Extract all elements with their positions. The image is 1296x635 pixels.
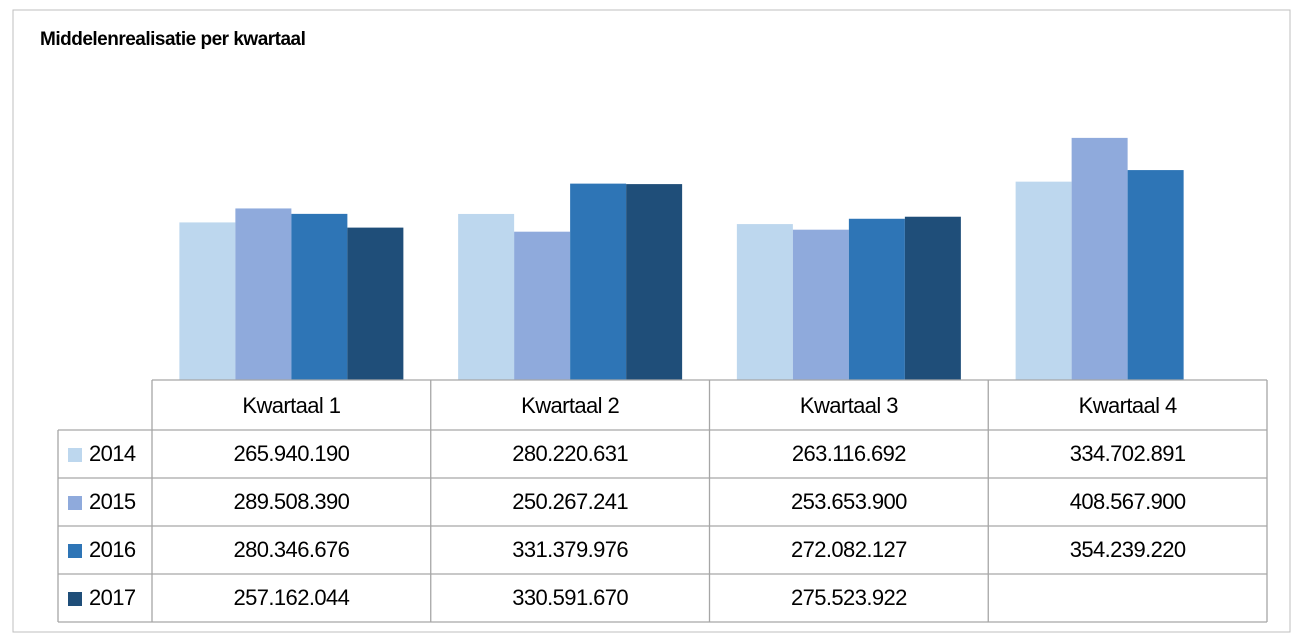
bar [904,216,961,380]
bar [1127,170,1184,380]
value-label: 253.653.900 [791,489,907,514]
bar [514,231,571,380]
value-label: 272.082.127 [791,537,907,562]
value-label: 408.567.900 [1070,489,1186,514]
value-label: 331.379.976 [512,537,628,562]
value-label: 250.267.241 [512,489,628,514]
legend-label: 2014 [89,441,136,466]
value-label: 280.220.631 [512,441,628,466]
category-label: Kwartaal 3 [800,393,898,418]
value-label: 275.523.922 [791,585,907,610]
category-label: Kwartaal 4 [1079,393,1177,418]
legend-swatch [68,448,82,462]
bar [626,184,683,380]
value-label: 257.162.044 [234,585,350,610]
legend-label: 2016 [89,537,136,562]
category-label: Kwartaal 1 [242,393,340,418]
value-label: 265.940.190 [234,441,350,466]
chart-title: Middelenrealisatie per kwartaal [40,29,305,50]
value-label: 354.239.220 [1070,537,1186,562]
bar [736,224,793,380]
value-label: 334.702.891 [1070,441,1186,466]
bar [570,183,627,380]
legend-swatch [68,496,82,510]
bar [792,229,849,380]
bar [1071,137,1128,380]
bar [458,213,515,380]
value-label: 289.508.390 [234,489,350,514]
value-label: 263.116.692 [792,441,906,466]
value-label: 280.346.676 [234,537,350,562]
legend-swatch [68,592,82,606]
bar [179,222,236,380]
legend-label: 2015 [89,489,136,514]
bar [291,213,348,380]
value-label: 330.591.670 [512,585,628,610]
chart-border [12,9,1291,633]
bar [235,208,292,380]
legend-swatch [68,544,82,558]
legend-label: 2017 [89,585,136,610]
bar [848,218,905,380]
category-label: Kwartaal 2 [521,393,619,418]
bar [1015,181,1072,380]
bar [347,227,404,380]
